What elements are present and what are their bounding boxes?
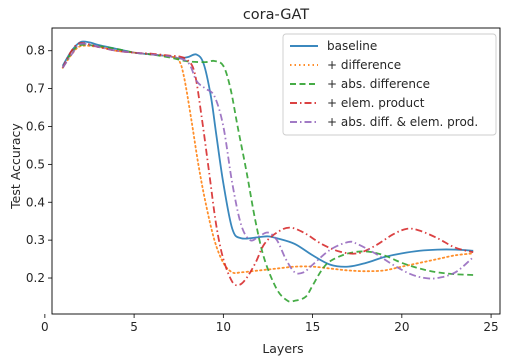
- legend-label-3: + abs. difference: [327, 77, 430, 91]
- y-tick-label: 0.2: [26, 271, 45, 285]
- y-axis-label: Test Accuracy: [8, 123, 23, 210]
- y-tick-label: 0.7: [26, 82, 45, 96]
- y-tick-label: 0.3: [26, 233, 45, 247]
- legend-label-2: + difference: [327, 58, 401, 72]
- x-tick-label: 15: [305, 320, 320, 334]
- legend: baseline + difference + abs. difference + e…: [282, 33, 497, 136]
- legend-label-1: baseline: [327, 39, 377, 53]
- plot-area: [51, 27, 501, 315]
- legend-box: [282, 33, 497, 136]
- x-tick-label: 20: [394, 320, 409, 334]
- x-tick-label: 10: [216, 320, 231, 334]
- y-tick-label: 0.5: [26, 157, 45, 171]
- y-tick-label: 0.6: [26, 119, 45, 133]
- axis-ticks: 0 5 10 15 20 25 0.2 0.3 0.4 0.5 0.6 0.7 0.8: [26, 44, 499, 334]
- chart-title: cora-GAT: [243, 7, 309, 23]
- x-tick-label: 25: [483, 320, 498, 334]
- legend-label-5: + abs. diff. & elem. prod.: [327, 115, 478, 129]
- x-tick-label: 5: [130, 320, 138, 334]
- series-line-3: [61, 43, 474, 303]
- legend-label-4: + elem. product: [327, 96, 425, 110]
- plot-frame: [51, 27, 501, 315]
- y-tick-label: 0.8: [26, 44, 45, 58]
- x-axis-label: Layers: [262, 341, 303, 356]
- y-tick-label: 0.4: [26, 195, 45, 209]
- series-line-5: [61, 42, 474, 280]
- x-tick-label: 0: [41, 320, 49, 334]
